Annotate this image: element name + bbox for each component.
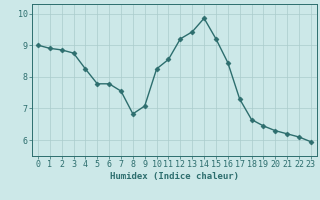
X-axis label: Humidex (Indice chaleur): Humidex (Indice chaleur) bbox=[110, 172, 239, 181]
